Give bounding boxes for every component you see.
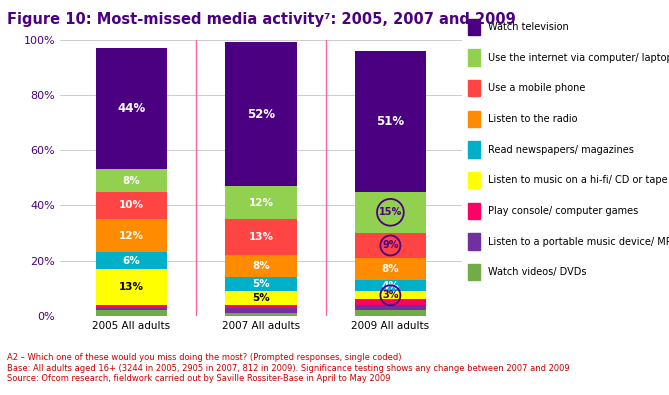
Bar [225,313,296,316]
Bar [96,219,167,252]
Text: Listen to a portable music device/ MP3 player: Listen to a portable music device/ MP3 p… [488,237,669,247]
Text: 5%: 5% [252,293,270,303]
Bar [96,169,167,192]
Bar [355,233,426,258]
Bar [355,291,426,299]
Bar [96,308,167,310]
Text: 5%: 5% [252,279,270,289]
Text: A2 – Which one of these would you miss doing the most? (Prompted responses, sing: A2 – Which one of these would you miss d… [7,354,569,383]
Bar [96,192,167,219]
Text: 8%: 8% [381,264,399,274]
Text: 12%: 12% [119,231,144,241]
Bar [355,305,426,310]
Bar [468,264,480,280]
Text: Use the internet via computer/ laptop: Use the internet via computer/ laptop [488,53,669,63]
Text: 8%: 8% [122,175,140,186]
Bar [468,141,480,158]
Bar [468,172,480,188]
Bar [355,280,426,291]
Bar [225,255,296,277]
Text: 13%: 13% [119,282,144,292]
Text: Watch videos/ DVDs: Watch videos/ DVDs [488,267,587,277]
Bar [355,51,426,192]
Text: Listen to the radio: Listen to the radio [488,114,578,124]
Bar [355,310,426,316]
Text: 44%: 44% [117,102,146,115]
Text: 3%: 3% [382,290,399,300]
Text: Figure 10: Most-missed media activity⁷: 2005, 2007 and 2009: Figure 10: Most-missed media activity⁷: … [7,12,515,27]
Bar [96,269,167,305]
Bar [96,252,167,269]
Bar [225,219,296,255]
Text: Listen to music on a hi-fi/ CD or tape player: Listen to music on a hi-fi/ CD or tape p… [488,175,669,185]
Text: 52%: 52% [247,108,275,120]
Bar [468,19,480,35]
Bar [468,233,480,250]
Bar [225,42,296,186]
Bar [468,49,480,66]
Text: 10%: 10% [119,200,144,211]
Bar [468,203,480,219]
Text: Watch television: Watch television [488,22,569,32]
Bar [468,80,480,96]
Bar [225,291,296,305]
Bar [355,258,426,280]
Bar [355,299,426,305]
Bar [468,111,480,127]
Bar [355,192,426,233]
Text: 8%: 8% [252,261,270,271]
Text: Use a mobile phone: Use a mobile phone [488,83,586,93]
Bar [96,310,167,316]
Bar [96,305,167,308]
Bar [225,305,296,308]
Text: 12%: 12% [248,198,274,208]
Text: Play console/ computer games: Play console/ computer games [488,206,639,216]
Text: 13%: 13% [248,232,274,242]
Bar [225,186,296,219]
Text: 51%: 51% [377,115,405,128]
Text: 6%: 6% [122,256,140,266]
Text: 9%: 9% [382,241,399,250]
Text: 15%: 15% [379,207,402,217]
Bar [225,308,296,313]
Bar [225,277,296,291]
Text: 4%: 4% [381,280,399,291]
Bar [96,48,167,169]
Text: Read newspapers/ magazines: Read newspapers/ magazines [488,145,634,155]
